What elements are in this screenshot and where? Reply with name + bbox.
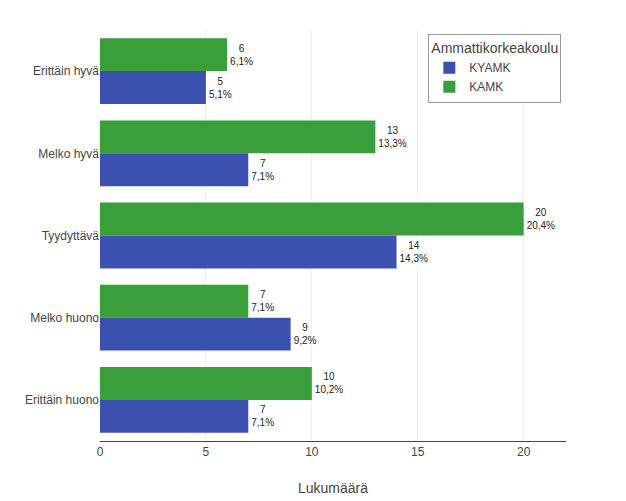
svg-text:55,1%: 55,1% bbox=[209, 76, 232, 100]
svg-text:20: 20 bbox=[517, 445, 531, 459]
svg-text:0: 0 bbox=[97, 445, 104, 459]
svg-text:77,1%: 77,1% bbox=[251, 404, 274, 428]
svg-text:1414,3%: 1414,3% bbox=[400, 240, 428, 264]
svg-text:KAMK: KAMK bbox=[469, 80, 503, 94]
svg-text:Melko huono: Melko huono bbox=[30, 311, 99, 325]
svg-text:Tyydyttävä: Tyydyttävä bbox=[42, 229, 100, 243]
svg-text:Melko hyvä: Melko hyvä bbox=[38, 147, 99, 161]
svg-text:2020,4%: 2020,4% bbox=[527, 207, 555, 231]
svg-text:Ammattikorkeakoulu: Ammattikorkeakoulu bbox=[431, 40, 558, 56]
svg-text:10: 10 bbox=[305, 445, 319, 459]
svg-text:1010,2%: 1010,2% bbox=[315, 371, 343, 395]
svg-text:15: 15 bbox=[411, 445, 425, 459]
svg-text:77,1%: 77,1% bbox=[251, 289, 274, 313]
svg-text:KYAMK: KYAMK bbox=[469, 61, 510, 75]
svg-text:Erittäin hyvä: Erittäin hyvä bbox=[33, 64, 99, 78]
svg-text:Lukumäärä: Lukumäärä bbox=[298, 480, 368, 496]
svg-text:5: 5 bbox=[203, 445, 210, 459]
svg-text:66,1%: 66,1% bbox=[230, 43, 253, 67]
svg-text:99,2%: 99,2% bbox=[294, 322, 317, 346]
svg-text:77,1%: 77,1% bbox=[251, 158, 274, 182]
svg-text:Erittäin huono: Erittäin huono bbox=[25, 393, 99, 407]
svg-text:1313,3%: 1313,3% bbox=[378, 125, 406, 149]
